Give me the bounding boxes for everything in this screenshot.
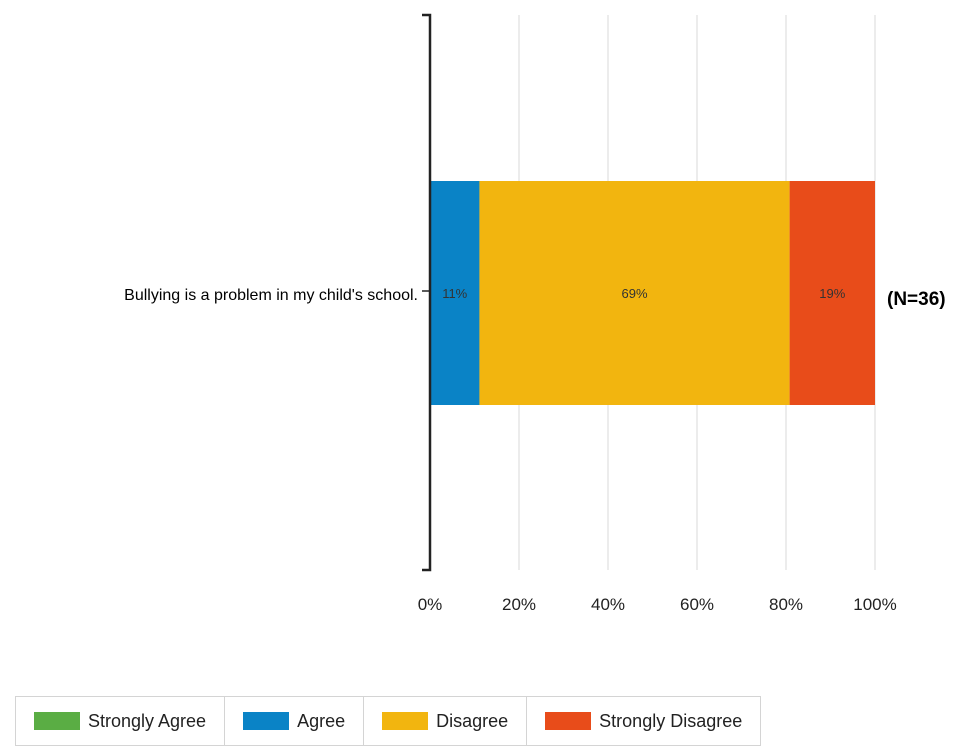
legend-item: Strongly Disagree [527, 697, 760, 745]
bar-data-label: 11% [442, 286, 467, 301]
legend: Strongly Agree Agree Disagree Strongly Disa… [15, 696, 761, 746]
bar-data-label: 69% [622, 286, 648, 301]
bars: 11% 69% 19% [430, 181, 875, 405]
legend-label: Agree [297, 711, 345, 732]
category-label: Bullying is a problem in my child's scho… [124, 287, 418, 304]
legend-item: Strongly Agree [16, 697, 225, 745]
legend-swatch [545, 712, 591, 730]
sample-size-label: (N=36) [887, 289, 946, 310]
legend-swatch [243, 712, 289, 730]
y-axis-line [422, 15, 430, 570]
x-tick-label: 80% [769, 595, 803, 614]
x-tick-label: 0% [418, 595, 443, 614]
legend-swatch [34, 712, 80, 730]
bar-data-label: 19% [819, 286, 845, 301]
legend-label: Strongly Disagree [599, 711, 742, 732]
chart: 11% 69% 19% 0% 20% 40% 60% 80% 100% Bullying is… [0, 0, 969, 690]
x-tick-label: 60% [680, 595, 714, 614]
legend-label: Disagree [436, 711, 508, 732]
legend-label: Strongly Agree [88, 711, 206, 732]
legend-item: Agree [225, 697, 364, 745]
legend-item: Disagree [364, 697, 527, 745]
x-tick-label: 20% [502, 595, 536, 614]
x-tick-label: 100% [853, 595, 896, 614]
legend-swatch [382, 712, 428, 730]
x-tick-label: 40% [591, 595, 625, 614]
